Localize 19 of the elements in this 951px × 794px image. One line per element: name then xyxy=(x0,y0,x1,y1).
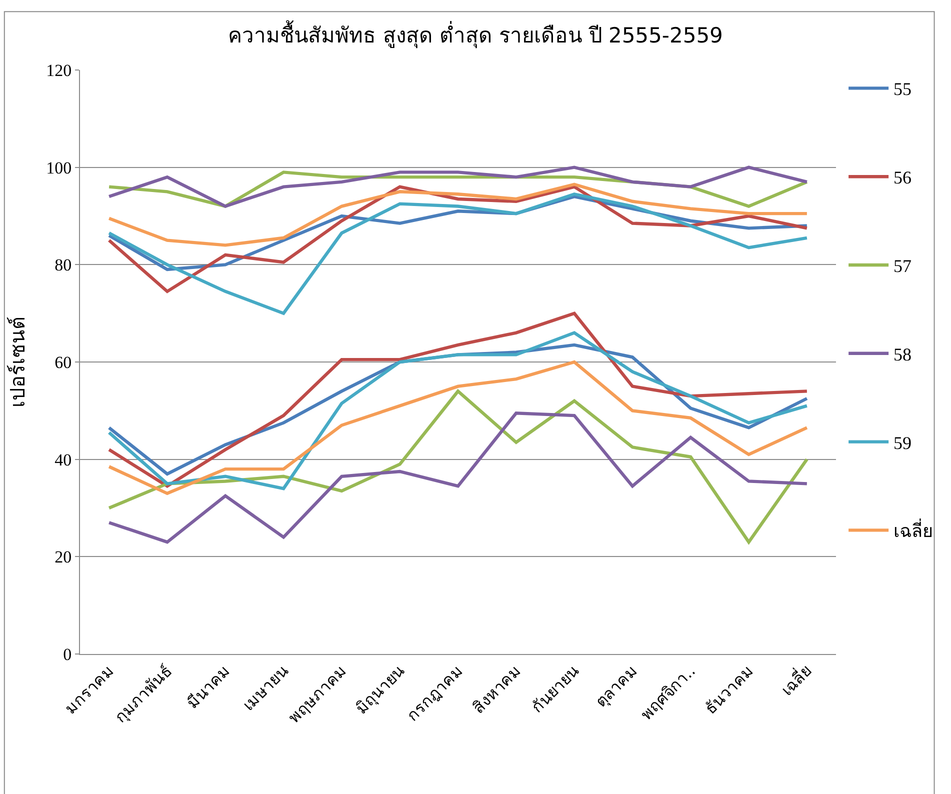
legend-label: เฉลี่ย xyxy=(894,518,934,542)
y-tick-label: 120 xyxy=(46,60,72,80)
line-series xyxy=(107,360,809,495)
line-series xyxy=(107,182,809,247)
legend-label: 55 xyxy=(894,79,912,100)
y-tick-label: 0 xyxy=(63,644,72,664)
legend-label: 57 xyxy=(894,256,912,276)
y-tick-label: 40 xyxy=(54,450,72,470)
line-series xyxy=(107,185,809,294)
y-axis-title: เปอร์เซนต์ xyxy=(6,316,30,408)
y-tick-label: 20 xyxy=(54,548,72,567)
legend-label: 59 xyxy=(894,432,912,453)
y-tick-label: 60 xyxy=(54,352,72,372)
line-series xyxy=(107,192,809,315)
legend-label: 56 xyxy=(894,168,912,188)
chart-title: ความชื้นสัมพัทธ สูงสุด ต่ำสุด รายเดือน ปี 2555-2559 xyxy=(228,20,723,48)
y-tick-label: 80 xyxy=(54,256,72,275)
legend-label: 58 xyxy=(894,344,912,364)
y-tick-label: 100 xyxy=(46,158,72,178)
